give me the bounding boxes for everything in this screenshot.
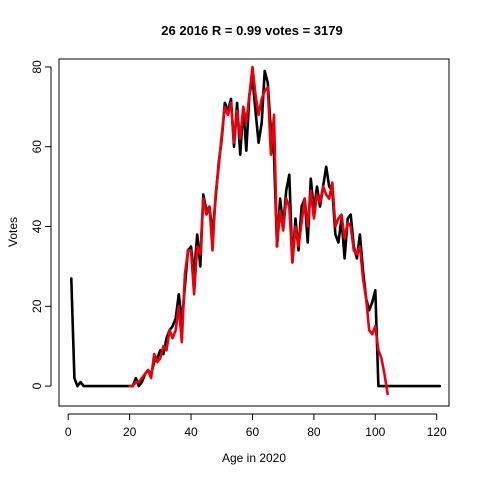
x-tick-label: 80 (307, 425, 321, 439)
y-axis-label: Votes (6, 217, 20, 247)
x-tick-label: 40 (184, 425, 198, 439)
y-axis: 0 20 40 60 80 (30, 60, 52, 389)
x-tick-label: 100 (365, 425, 385, 439)
y-tick-label: 20 (30, 299, 44, 313)
chart-title: 26 2016 R = 0.99 votes = 3179 (161, 23, 342, 38)
series-layer (70, 65, 442, 396)
x-tick-label: 120 (427, 425, 447, 439)
x-tick-label: 20 (123, 425, 137, 439)
y-tick-label: 40 (30, 220, 44, 234)
y-tick-label: 60 (30, 140, 44, 154)
x-tick-label: 0 (65, 425, 72, 439)
x-tick-label: 60 (246, 425, 260, 439)
y-tick-label: 80 (30, 60, 44, 74)
plot-frame (58, 58, 450, 407)
x-axis-label: Age in 2020 (222, 451, 286, 465)
series-line-2 (128, 65, 389, 396)
x-axis: 0 20 40 60 80 100 120 (65, 413, 447, 439)
series-line-1 (70, 69, 442, 388)
y-tick-label: 0 (30, 382, 44, 389)
